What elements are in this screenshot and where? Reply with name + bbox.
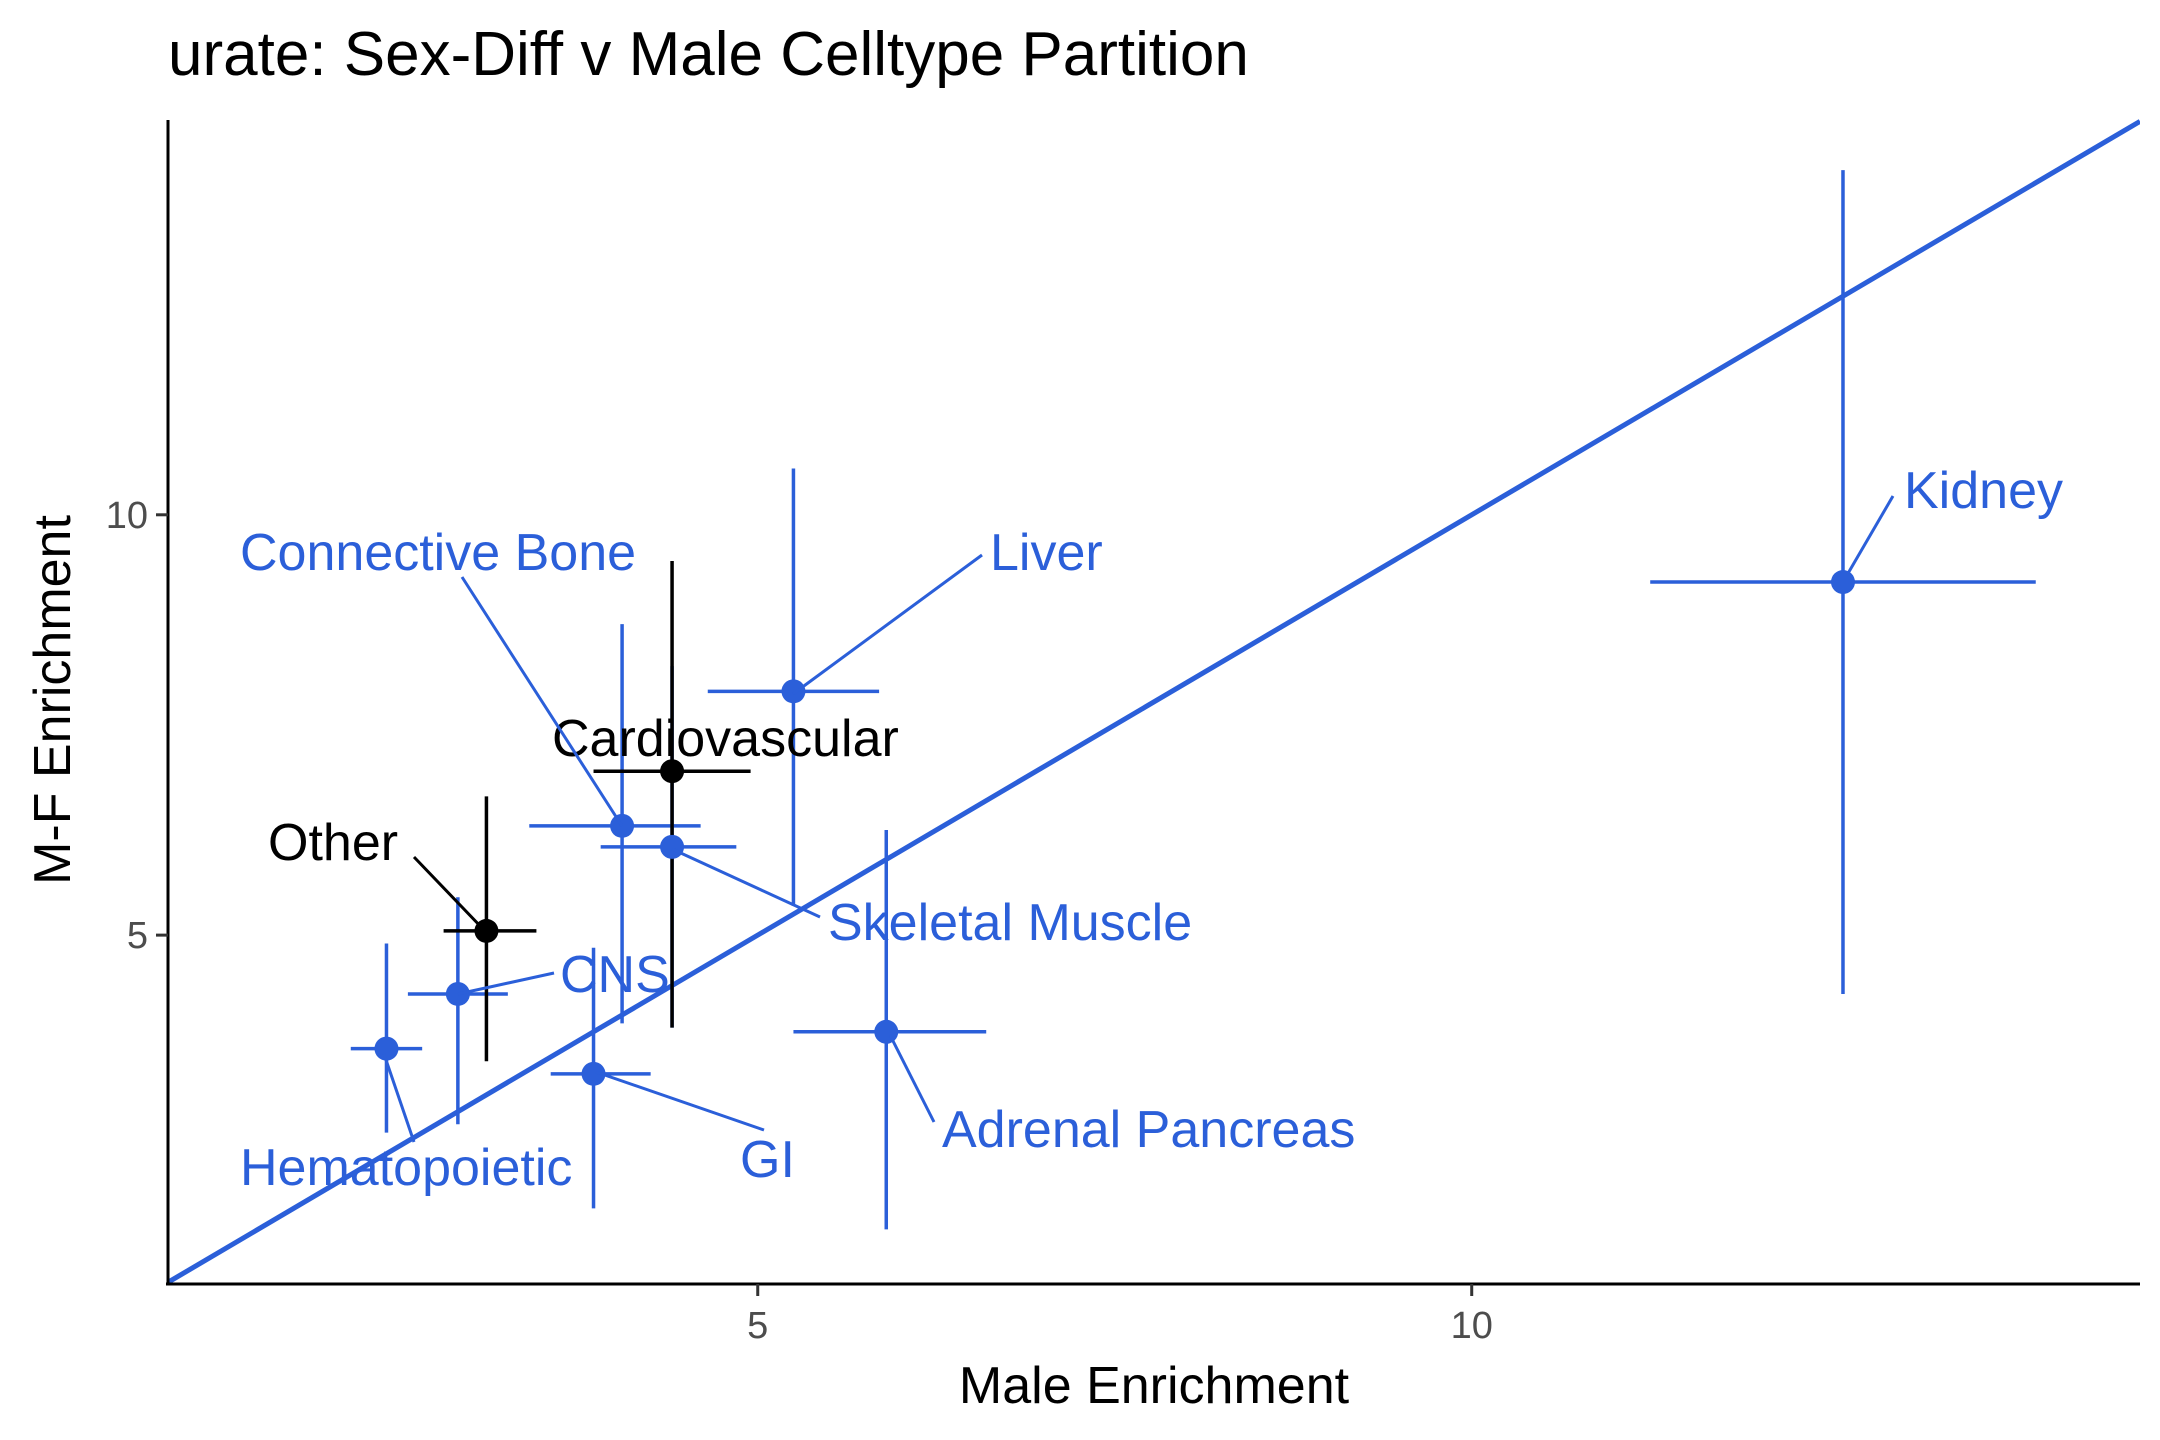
data-point-cns (445, 981, 470, 1006)
point-label-adrenal-pancreas: Adrenal Pancreas (942, 1101, 1355, 1159)
x-axis-title: Male Enrichment (959, 1357, 1350, 1415)
x-tick-label: 10 (1451, 1305, 1493, 1347)
data-point-skeletal-muscle (660, 834, 685, 859)
point-label-hematopoietic: Hematopoietic (240, 1139, 572, 1197)
leader-line-kidney (1841, 495, 1895, 583)
leader-line-connective-bone (460, 576, 624, 827)
point-labels: Kidney Liver Cardiovascular Connective Bone… (240, 462, 2063, 1197)
y-tick-label: 10 (106, 495, 148, 537)
point-label-cns: CNS (560, 946, 670, 1004)
identity-reference-line (168, 119, 2140, 1284)
point-label-kidney: Kidney (1904, 462, 2063, 520)
chart-title: urate: Sex-Diff v Male Celltype Partitio… (168, 20, 1249, 89)
data-point-gi (581, 1061, 606, 1086)
point-label-connective-bone: Connective Bone (240, 524, 636, 582)
x-tick-label: 5 (747, 1305, 768, 1347)
leader-line-liver (792, 553, 983, 696)
point-label-skeletal-muscle: Skeletal Muscle (828, 894, 1192, 952)
point-label-liver: Liver (990, 524, 1103, 582)
y-axis-title: M-F Enrichment (24, 515, 82, 885)
leader-line-other (412, 855, 486, 932)
plot-area (168, 119, 2140, 1284)
axis-ticks: 5 10 5 10 (106, 495, 1493, 1347)
data-point-liver (781, 679, 806, 704)
leader-line-hematopoietic (382, 1053, 416, 1143)
point-label-gi: GI (740, 1131, 795, 1189)
data-point-hematopoietic (374, 1036, 399, 1061)
point-label-cardiovascular: Cardiovascular (552, 710, 899, 768)
leader-line-gi (595, 1070, 765, 1132)
y-tick-label: 5 (127, 915, 148, 957)
point-label-other: Other (268, 814, 398, 872)
data-point-adrenal-pancreas (874, 1019, 899, 1044)
data-point-kidney (1830, 570, 1855, 595)
leader-line-skeletal-muscle (671, 847, 821, 919)
leader-line-adrenal-pancreas (888, 1034, 936, 1123)
data-point-cardiovascular (660, 759, 685, 784)
leader-line-cns (457, 971, 555, 996)
